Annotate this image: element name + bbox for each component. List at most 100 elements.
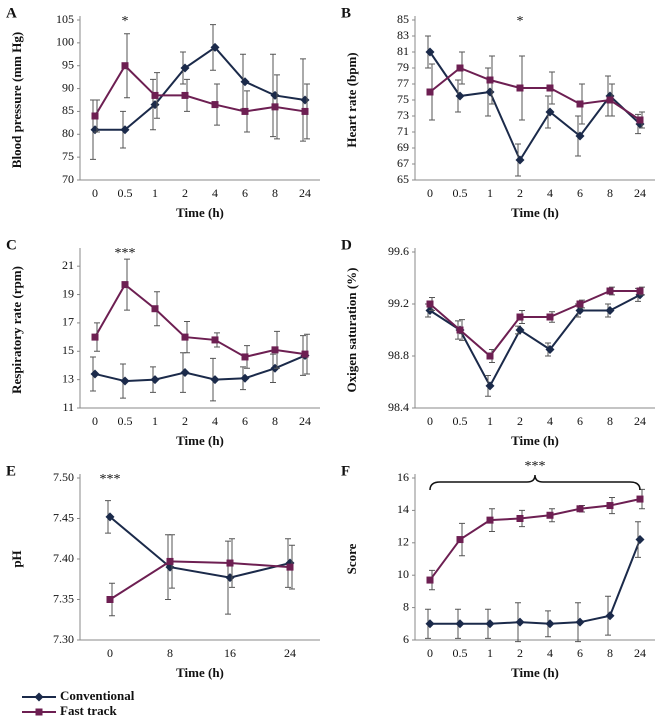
annotation: * <box>517 14 524 29</box>
y-tick-label: 98.8 <box>388 348 409 362</box>
panel-label: C <box>6 237 17 253</box>
y-tick-label: 99.6 <box>388 244 409 258</box>
y-tick-label: 65 <box>397 172 409 186</box>
x-tick-label: 24 <box>634 186 646 200</box>
x-tick-label: 6 <box>577 646 583 660</box>
y-tick-label: 99.2 <box>388 296 409 310</box>
x-tick-label: 1 <box>487 414 493 428</box>
marker <box>545 345 555 354</box>
x-tick-label: 0 <box>427 414 433 428</box>
marker <box>426 300 434 308</box>
marker <box>426 88 434 96</box>
x-tick-label: 2 <box>517 186 523 200</box>
marker <box>180 63 190 73</box>
x-tick-label: 6 <box>577 186 583 200</box>
marker <box>106 596 114 603</box>
y-tick-label: 83 <box>397 28 409 42</box>
y-tick-label: 13 <box>62 371 74 385</box>
marker <box>91 112 99 120</box>
x-tick-label: 24 <box>634 646 646 660</box>
x-tick-label: 1 <box>152 414 158 428</box>
x-tick-label: 0 <box>92 414 98 428</box>
y-tick-label: 98.4 <box>388 400 409 414</box>
marker <box>576 505 584 513</box>
panel-label: B <box>341 5 351 21</box>
x-tick-label: 0.5 <box>118 186 133 200</box>
marker <box>180 368 190 378</box>
marker <box>455 91 465 101</box>
marker <box>546 84 554 92</box>
x-tick-label: 0 <box>427 186 433 200</box>
marker <box>486 352 494 360</box>
marker <box>546 511 554 519</box>
x-tick-label: 4 <box>547 414 553 428</box>
marker <box>485 619 495 629</box>
x-tick-label: 24 <box>284 646 296 660</box>
legend-marker <box>34 692 44 702</box>
bracket <box>429 474 641 491</box>
marker <box>576 100 584 108</box>
x-tick-label: 4 <box>547 186 553 200</box>
series-line <box>109 560 291 601</box>
marker <box>90 125 100 135</box>
annotation: * <box>122 14 129 29</box>
y-tick-label: 10 <box>397 567 409 581</box>
series-line <box>429 498 641 581</box>
panel-label: A <box>6 5 17 21</box>
y-tick-label: 70 <box>62 172 74 186</box>
marker <box>300 95 310 105</box>
x-tick-label: 16 <box>224 646 236 660</box>
y-tick-label: 100 <box>56 35 74 49</box>
x-tick-label: 8 <box>272 186 278 200</box>
y-tick-label: 73 <box>397 108 409 122</box>
x-tick-label: 4 <box>212 414 218 428</box>
y-tick-label: 79 <box>397 60 409 74</box>
y-tick-label: 16 <box>397 470 409 484</box>
marker <box>90 369 100 379</box>
marker <box>210 42 220 52</box>
x-tick-label: 6 <box>242 414 248 428</box>
marker <box>121 62 129 70</box>
marker <box>456 326 464 334</box>
x-tick-label: 24 <box>634 414 646 428</box>
y-tick-label: 75 <box>397 92 409 106</box>
marker <box>120 376 130 386</box>
x-tick-label: 4 <box>212 186 218 200</box>
x-tick-label: 0.5 <box>453 186 468 200</box>
x-axis-title: Time (h) <box>511 433 559 448</box>
x-axis-title: Time (h) <box>176 665 224 680</box>
y-tick-label: 67 <box>397 156 409 170</box>
x-tick-label: 8 <box>607 646 613 660</box>
marker <box>286 563 294 571</box>
marker <box>240 373 250 383</box>
legend-marker <box>35 708 43 716</box>
x-tick-label: 6 <box>577 414 583 428</box>
marker <box>515 155 525 165</box>
marker <box>150 375 160 385</box>
marker <box>241 353 249 361</box>
y-tick-label: 105 <box>56 12 74 26</box>
y-axis-title: Oxigen saturation (%) <box>344 268 359 393</box>
y-tick-label: 15 <box>62 343 74 357</box>
marker <box>636 495 644 503</box>
series-line <box>429 51 641 163</box>
y-tick-label: 17 <box>62 315 74 329</box>
series-line <box>429 294 641 389</box>
x-tick-label: 4 <box>547 646 553 660</box>
series-line <box>94 64 306 117</box>
marker <box>210 375 220 385</box>
marker <box>486 76 494 84</box>
x-axis-title: Time (h) <box>176 205 224 220</box>
y-tick-label: 11 <box>62 400 74 414</box>
x-axis-title: Time (h) <box>511 665 559 680</box>
marker <box>575 131 585 141</box>
marker <box>516 515 524 522</box>
marker <box>211 101 219 109</box>
marker <box>545 107 555 117</box>
y-tick-label: 77 <box>397 76 409 90</box>
marker <box>425 47 435 57</box>
marker <box>576 300 584 308</box>
marker <box>120 125 130 135</box>
